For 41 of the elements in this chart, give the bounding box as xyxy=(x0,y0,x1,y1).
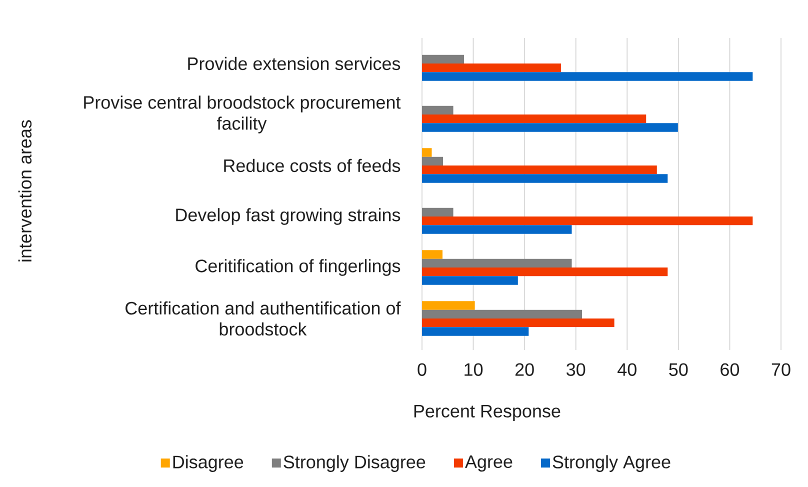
legend-label: Strongly Agree xyxy=(552,455,670,472)
y-tick-label: Certification and authentification of broodstock xyxy=(126,301,401,336)
bar xyxy=(422,318,614,328)
y-tick-label: Reduce costs of feeds xyxy=(224,158,400,172)
bar xyxy=(422,123,678,132)
x-tick-label: 60 xyxy=(720,363,740,376)
bar xyxy=(422,148,432,157)
bar xyxy=(422,72,753,81)
bar xyxy=(422,327,529,336)
bar xyxy=(422,106,454,114)
x-axis-title: Percent Response xyxy=(414,404,560,422)
x-tick-label: 50 xyxy=(669,363,688,376)
legend-label: Strongly Disagree xyxy=(284,455,426,472)
bar xyxy=(422,54,464,64)
bar xyxy=(422,225,572,234)
bar xyxy=(422,216,753,226)
bar xyxy=(422,208,454,217)
bar xyxy=(422,250,443,259)
x-tick-label: 0 xyxy=(418,363,426,376)
x-tick-label: 70 xyxy=(772,363,790,376)
bar xyxy=(422,166,657,174)
y-tick-label: Provide extension services xyxy=(188,56,400,70)
y-tick-label: Develop fast growing strains xyxy=(176,208,400,225)
y-axis-title: intervention areas xyxy=(18,120,32,262)
bar xyxy=(422,114,646,124)
x-tick-label: 10 xyxy=(464,363,483,376)
bar xyxy=(422,258,572,268)
x-tick-label: 30 xyxy=(566,363,586,376)
y-tick-label: Provise central broodstock procurement facility xyxy=(84,96,401,134)
y-tick-label: Ceritification of fingerlings xyxy=(196,259,400,276)
legend-label: Agree xyxy=(465,455,512,472)
x-tick-label: 40 xyxy=(618,363,636,376)
bar xyxy=(422,156,444,166)
legend-label: Disagree xyxy=(173,455,244,472)
bar xyxy=(422,301,475,310)
bar xyxy=(422,174,668,183)
bar xyxy=(422,310,582,319)
bar xyxy=(422,64,561,72)
bar xyxy=(422,276,518,285)
x-tick-label: 20 xyxy=(515,363,534,376)
bar xyxy=(422,268,668,276)
